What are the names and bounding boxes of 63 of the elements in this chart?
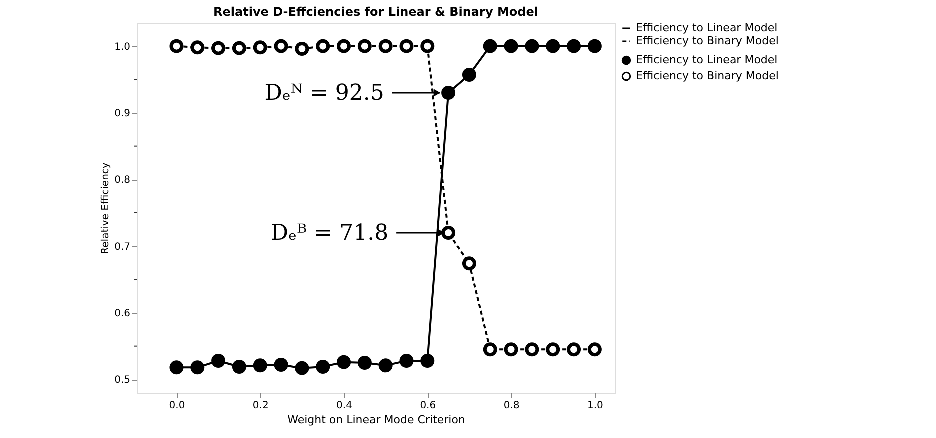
point <box>316 360 330 374</box>
point <box>400 354 414 368</box>
point <box>232 41 246 56</box>
y-axis-title: Relative Efficiency <box>100 162 112 254</box>
point <box>504 39 518 54</box>
point <box>253 40 268 55</box>
x-tick-label: 0.0 <box>169 400 186 412</box>
point <box>316 39 330 54</box>
point <box>525 39 540 54</box>
x-tick-label: 0.8 <box>504 400 520 412</box>
point <box>232 360 246 374</box>
y-tick-label: 0.5 <box>114 375 130 386</box>
x-tick-label: 0.2 <box>252 400 269 412</box>
point <box>588 342 602 357</box>
point <box>253 358 268 373</box>
point <box>190 360 205 375</box>
point <box>546 342 560 357</box>
point <box>442 86 456 100</box>
point <box>337 355 351 370</box>
annotation: Dₑᴺ = 92.5 <box>264 81 384 106</box>
point <box>442 226 456 240</box>
point <box>567 39 582 54</box>
point <box>462 68 476 82</box>
point <box>483 342 498 357</box>
chart-title: Relative D-Effciencies for Linear & Binary Model <box>214 5 538 19</box>
point <box>295 361 310 376</box>
y-tick-label: 0.6 <box>114 308 130 320</box>
point <box>420 39 435 54</box>
point <box>274 39 288 54</box>
point <box>420 354 435 368</box>
annotation: Dₑᴮ = 71.8 <box>270 221 389 246</box>
point <box>170 360 184 375</box>
y-tick-label: 0.9 <box>114 108 130 120</box>
x-tick-label: 0.6 <box>420 400 436 412</box>
point <box>567 342 582 357</box>
point <box>378 39 393 54</box>
point <box>212 354 226 368</box>
point <box>358 39 372 54</box>
y-tick-label: 1.0 <box>114 42 130 53</box>
legend-label: Efficiency to Binary Model <box>636 34 779 48</box>
point <box>525 342 540 357</box>
point <box>378 358 393 373</box>
point <box>274 358 288 372</box>
text: Efficiency to Binary Model <box>636 70 779 82</box>
point <box>588 39 602 54</box>
point <box>462 256 476 271</box>
x-tick-label: 0.4 <box>336 400 352 412</box>
x-axis-title: Weight on Linear Mode Criterion <box>288 414 466 426</box>
point <box>170 39 184 54</box>
point <box>400 39 414 54</box>
point <box>295 42 310 56</box>
point <box>546 39 560 54</box>
x-tick-label: 1.0 <box>587 400 604 412</box>
text: Efficiency to Linear Model <box>636 22 778 34</box>
point <box>504 342 518 357</box>
point <box>212 41 226 56</box>
point <box>337 39 351 54</box>
y-tick-label: 0.7 <box>114 242 130 253</box>
legend-label: Efficiency to Linear Model <box>636 54 778 66</box>
point <box>483 39 498 54</box>
point <box>190 40 205 55</box>
y-tick-label: 0.8 <box>114 175 130 186</box>
point <box>358 356 372 370</box>
